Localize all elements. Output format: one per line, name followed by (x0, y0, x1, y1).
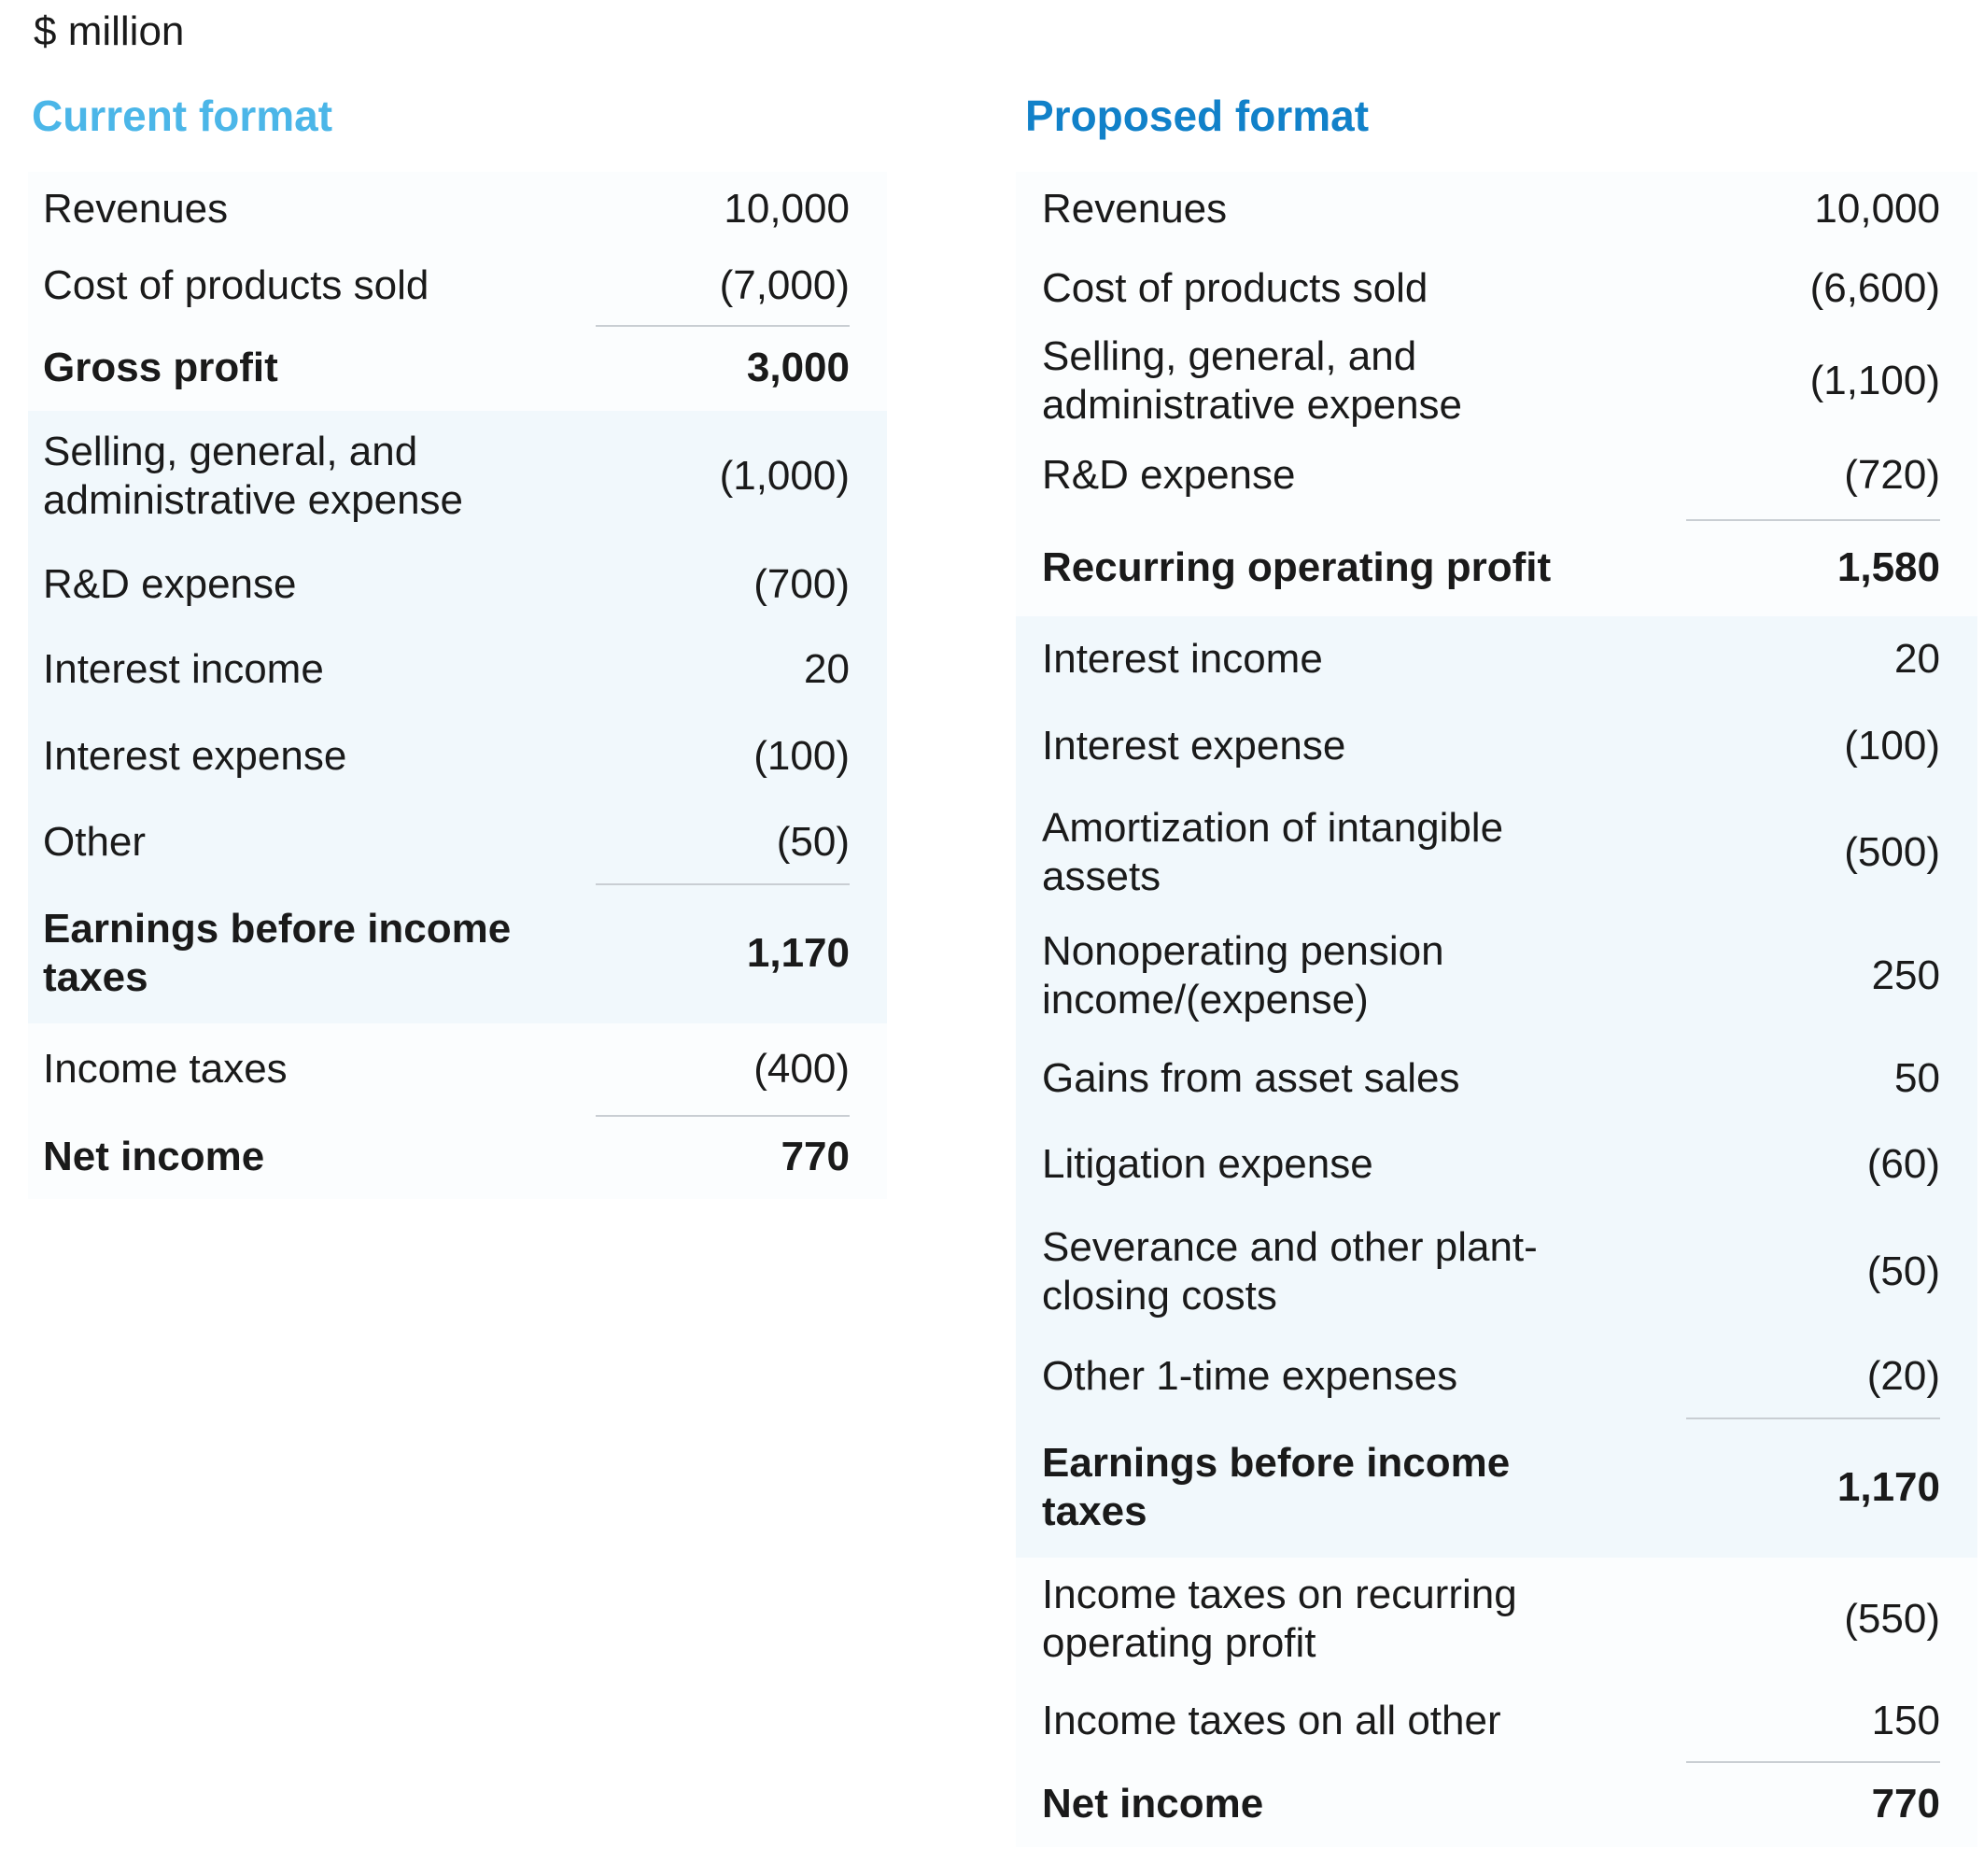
table-row-subtotal: Earnings before income taxes 1,170 (28, 883, 887, 1023)
table-row-total: Net income 770 (1016, 1761, 1977, 1847)
row-label: Recurring operating profit (1042, 544, 1552, 590)
row-label: R&D expense (43, 561, 297, 607)
row-label: Earnings before income taxes (43, 906, 512, 1000)
row-value: (60) (1866, 1141, 1940, 1187)
row-value: (50) (776, 819, 850, 865)
row-label: Nonoperating pension income/(expense) (1042, 928, 1444, 1023)
proposed-format-title: Proposed format (1025, 92, 1370, 140)
proposed-format-table: Revenues 10,000 Cost of products sold (6… (1016, 172, 1977, 1847)
table-row: Cost of products sold (7,000) (28, 247, 887, 325)
row-value: 1,580 (1836, 544, 1940, 590)
table-row: R&D expense (720) (1016, 431, 1977, 519)
row-value: (550) (1844, 1596, 1940, 1642)
row-value: 20 (804, 646, 850, 692)
table-row: Gains from asset sales 50 (1016, 1037, 1977, 1121)
row-value: (20) (1866, 1353, 1940, 1399)
row-value: 770 (781, 1134, 850, 1179)
row-label: Income taxes on recurring operating prof… (1042, 1572, 1517, 1666)
table-row: Interest expense (100) (1016, 702, 1977, 790)
row-label: Other (43, 819, 147, 865)
row-label: Income taxes on all other (1042, 1698, 1501, 1743)
table-row: Income taxes on all other 150 (1016, 1681, 1977, 1761)
row-label: Net income (1042, 1781, 1264, 1827)
table-row: Amortization of intangible assets (500) (1016, 790, 1977, 915)
row-value: 50 (1894, 1055, 1940, 1101)
row-label: Gains from asset sales (1042, 1055, 1460, 1101)
row-label: Interest income (1042, 636, 1323, 682)
row-label: Selling, general, and administrative exp… (43, 429, 464, 523)
row-label: Amortization of intangible assets (1042, 805, 1504, 899)
row-value: (500) (1844, 829, 1940, 875)
row-label: Interest expense (43, 733, 347, 779)
row-value: (6,600) (1809, 265, 1940, 311)
current-format-table: Revenues 10,000 Cost of products sold (7… (28, 172, 887, 1199)
row-value: 250 (1871, 952, 1940, 998)
table-row: Severance and other plant-closing costs … (1016, 1208, 1977, 1335)
row-label: Other 1-time expenses (1042, 1353, 1458, 1399)
row-value: (100) (1844, 723, 1940, 769)
row-label: R&D expense (1042, 452, 1296, 498)
table-row: Interest income 20 (28, 628, 887, 712)
table-row: Litigation expense (60) (1016, 1121, 1977, 1208)
row-label: Selling, general, and administrative exp… (1042, 333, 1463, 428)
table-row: Other (50) (28, 801, 887, 883)
row-label: Gross profit (43, 345, 278, 390)
table-row-subtotal: Gross profit 3,000 (28, 325, 887, 411)
row-value: (1,000) (719, 453, 850, 499)
row-label: Net income (43, 1134, 265, 1179)
table-row: Income taxes (400) (28, 1023, 887, 1115)
row-label: Interest expense (1042, 723, 1346, 769)
table-row: Selling, general, and administrative exp… (28, 411, 887, 542)
row-value: (7,000) (719, 262, 850, 308)
row-label: Earnings before income taxes (1042, 1440, 1511, 1534)
row-value: 1,170 (1836, 1464, 1940, 1510)
row-label: Cost of products sold (43, 262, 429, 308)
row-label: Cost of products sold (1042, 265, 1428, 311)
table-row: Nonoperating pension income/(expense) 25… (1016, 915, 1977, 1037)
table-row-subtotal: Earnings before income taxes 1,170 (1016, 1418, 1977, 1558)
row-value: (50) (1866, 1248, 1940, 1294)
table-row: Other 1-time expenses (20) (1016, 1335, 1977, 1418)
row-value: 10,000 (724, 186, 850, 232)
table-row: Income taxes on recurring operating prof… (1016, 1558, 1977, 1681)
row-value: 770 (1871, 1781, 1940, 1827)
row-value: 20 (1894, 636, 1940, 682)
row-value: (100) (753, 733, 850, 779)
table-row-subtotal: Recurring operating profit 1,580 (1016, 519, 1977, 616)
row-value: (1,100) (1809, 358, 1940, 403)
table-row: Interest expense (100) (28, 712, 887, 801)
row-label: Litigation expense (1042, 1141, 1373, 1187)
row-value: 1,170 (746, 930, 850, 976)
table-row: Selling, general, and administrative exp… (1016, 331, 1977, 431)
table-row: R&D expense (700) (28, 542, 887, 628)
row-label: Severance and other plant-closing costs (1042, 1224, 1538, 1319)
row-label: Interest income (43, 646, 324, 692)
row-label: Income taxes (43, 1046, 288, 1092)
table-row: Revenues 10,000 (1016, 172, 1977, 247)
row-value: (400) (753, 1046, 850, 1092)
table-row-total: Net income 770 (28, 1115, 887, 1199)
row-value: (720) (1844, 452, 1940, 498)
row-value: 3,000 (746, 345, 850, 390)
unit-label: $ million (34, 8, 185, 54)
row-value: 10,000 (1814, 186, 1940, 232)
table-row: Revenues 10,000 (28, 172, 887, 247)
table-row: Interest income 20 (1016, 616, 1977, 702)
current-format-title: Current format (32, 92, 333, 140)
table-row: Cost of products sold (6,600) (1016, 247, 1977, 331)
row-label: Revenues (1042, 186, 1228, 232)
row-label: Revenues (43, 186, 229, 232)
row-value: (700) (753, 561, 850, 607)
row-value: 150 (1871, 1698, 1940, 1743)
